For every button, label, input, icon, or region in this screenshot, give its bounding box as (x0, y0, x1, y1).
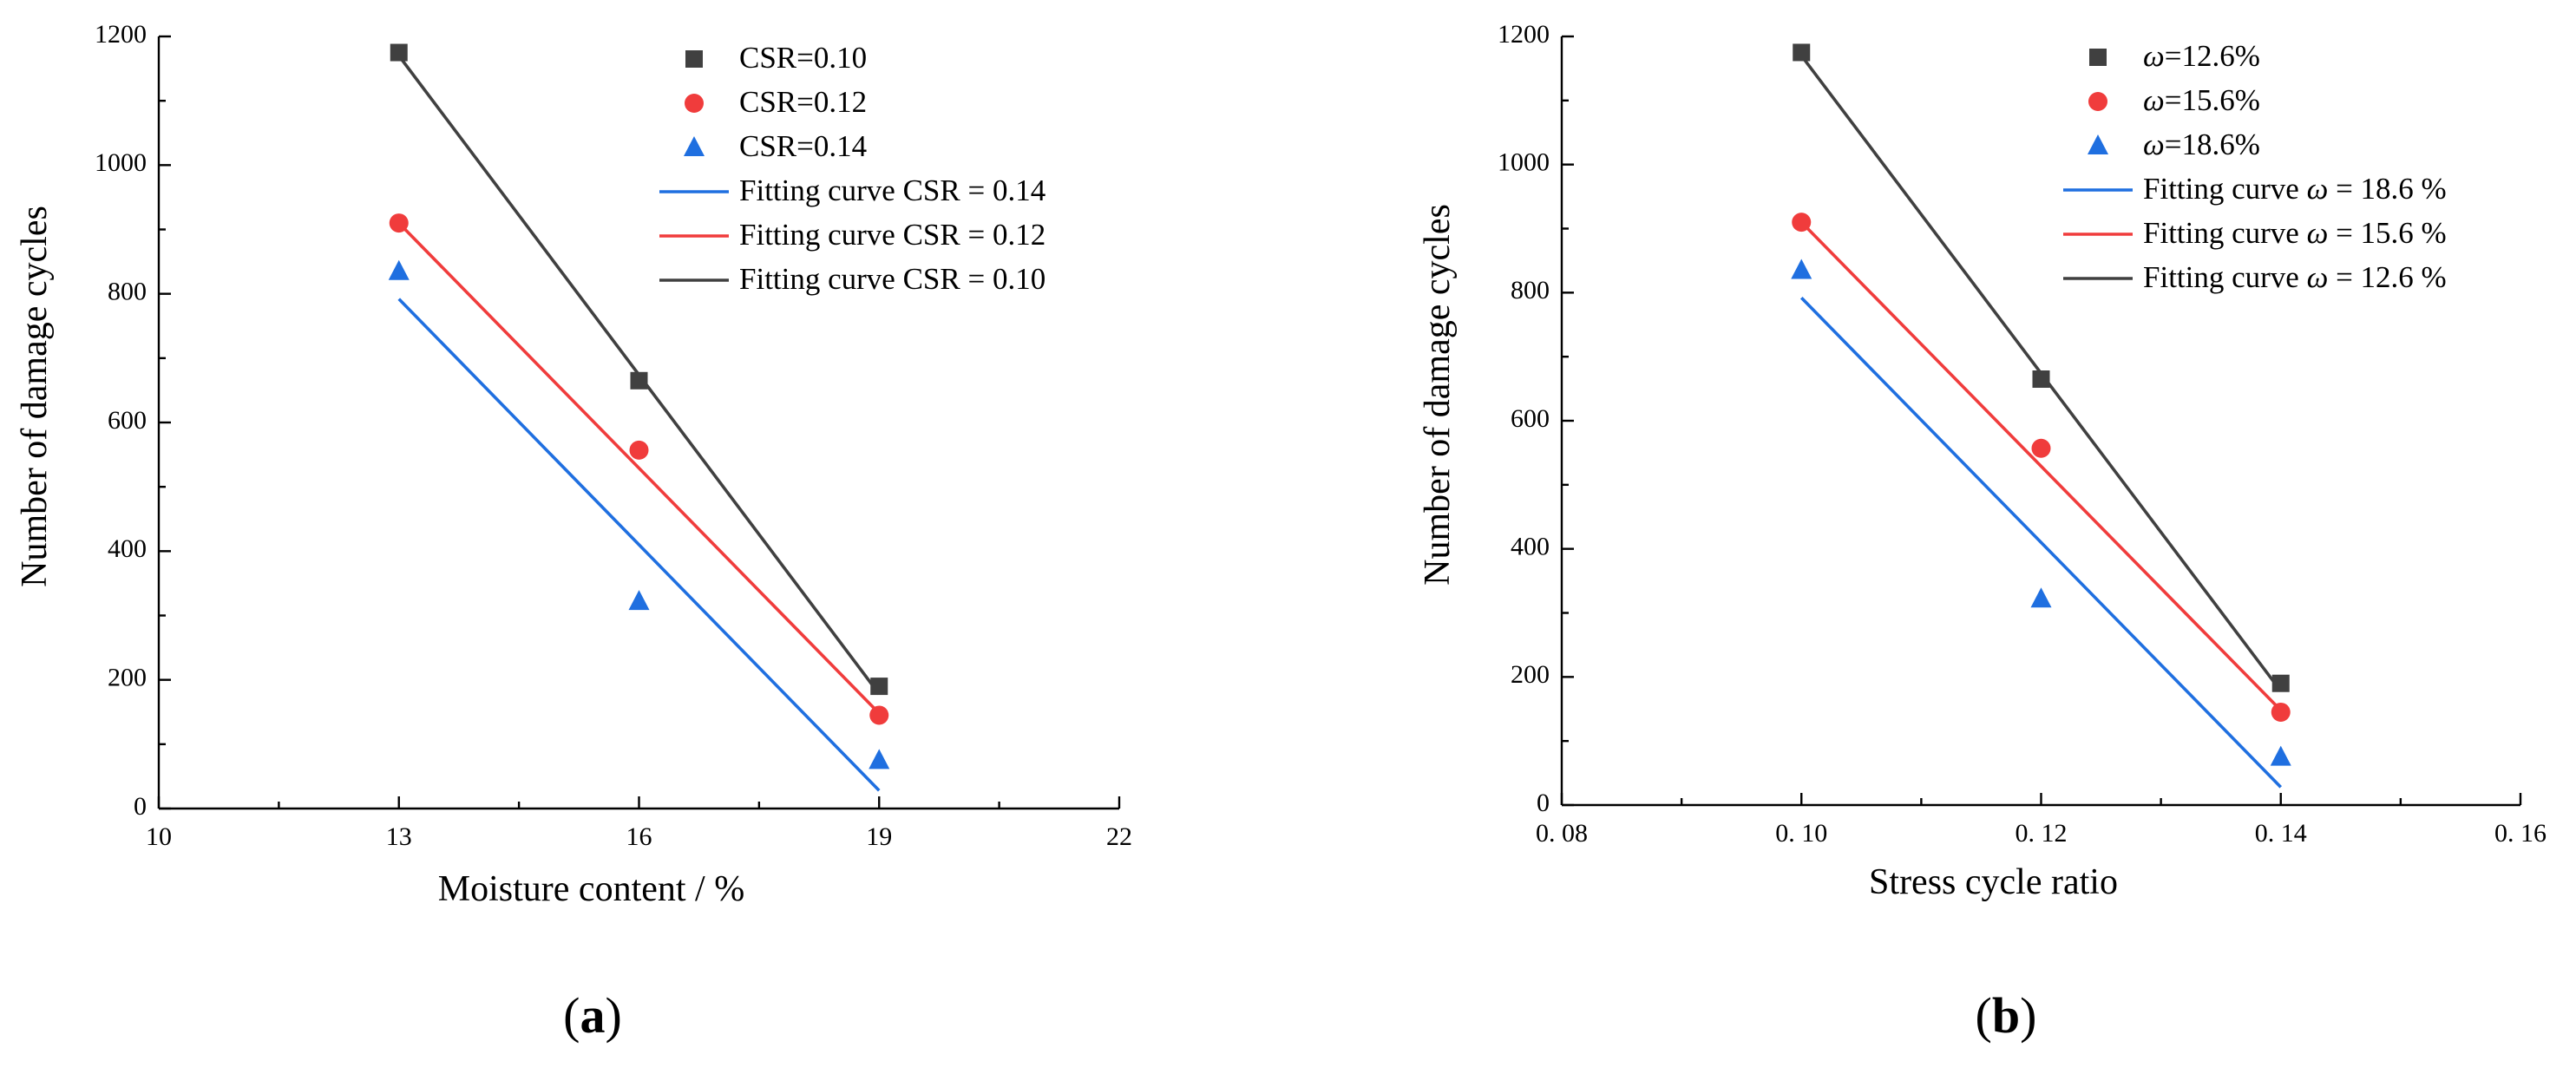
y-tick-label: 600 (108, 406, 147, 435)
data-point (2270, 745, 2291, 766)
legend-label: ω=12.6% (2143, 39, 2260, 73)
data-point (2031, 438, 2051, 458)
legend-label: ω=15.6% (2143, 83, 2260, 117)
x-tick-label: 10 (146, 822, 172, 851)
legend-marker (2089, 49, 2107, 66)
y-tick-label: 0 (134, 792, 147, 821)
y-tick-label: 400 (108, 534, 147, 563)
x-tick-label: 13 (386, 822, 412, 851)
fit-line (1799, 220, 2283, 711)
x-axis-title: Moisture content / % (438, 869, 744, 909)
legend-label: ω=18.6% (2143, 128, 2260, 161)
fit-line (1799, 296, 2283, 789)
legend-label: CSR=0.14 (739, 129, 867, 163)
data-point (1793, 43, 1811, 62)
panel-label: (b) (1976, 987, 2037, 1044)
legend-label: Fitting curve ω = 12.6 % (2143, 260, 2447, 294)
fit-line (397, 298, 881, 792)
x-tick-label: 19 (866, 822, 892, 851)
data-point (870, 678, 888, 696)
data-point (2030, 587, 2052, 608)
x-axis-title: Stress cycle ratio (1869, 862, 2118, 902)
data-point (629, 440, 649, 460)
y-axis-title: Number of damage cycles (1418, 204, 1458, 586)
y-tick-label: 1000 (1498, 148, 1550, 177)
y-tick-label: 0 (1537, 789, 1550, 817)
y-tick-label: 600 (1511, 404, 1550, 433)
y-tick-label: 200 (1511, 660, 1550, 689)
chart-panel-a: 0 200 400 600 800 1000 1200 10 13 16 19 22 Moisture … (15, 20, 1132, 1044)
legend: CSR=0.10 CSR=0.12 CSR=0.14 Fitting curve CS… (659, 41, 1045, 296)
y-tick-label: 1000 (95, 148, 147, 177)
data-point (388, 259, 410, 280)
legend-label: Fitting curve CSR = 0.12 (739, 218, 1045, 252)
x-tick-label: 22 (1106, 822, 1132, 851)
data-point (2271, 674, 2290, 692)
y-tick-label: 200 (108, 664, 147, 692)
legend-label: Fitting curve ω = 18.6 % (2143, 172, 2447, 206)
legend-marker (2088, 92, 2107, 111)
legend-label: Fitting curve CSR = 0.10 (739, 262, 1045, 296)
data-point (2271, 702, 2291, 722)
x-tick-label: 0. 08 (1536, 819, 1588, 848)
data-point (389, 213, 409, 233)
legend-label: CSR=0.12 (739, 85, 867, 119)
y-tick-label: 1200 (1498, 20, 1550, 49)
data-point (868, 749, 890, 769)
x-tick-label: 0. 16 (2494, 819, 2547, 848)
legend-marker (2088, 134, 2108, 154)
x-tick-label: 16 (626, 822, 652, 851)
data-point (2032, 370, 2050, 389)
chart-panel-b: 0 200 400 600 800 1000 1200 0. 08 0. 10 0. 12 0. 1… (1418, 20, 2547, 1044)
data-point (1792, 213, 1812, 232)
legend-marker (685, 50, 703, 68)
data-point (628, 590, 650, 611)
data-point (390, 43, 408, 62)
y-tick-label: 400 (1511, 533, 1550, 561)
y-axis-title: Number of damage cycles (15, 206, 55, 587)
legend: ω=12.6% ω=15.6% ω=18.6% Fitting curve ω = 1… (2063, 39, 2447, 294)
y-tick-label: 1200 (95, 20, 147, 49)
legend-label: CSR=0.10 (739, 41, 867, 75)
y-tick-label: 800 (108, 278, 147, 306)
legend-label: Fitting curve CSR = 0.14 (739, 174, 1045, 207)
data-point (1791, 259, 1812, 279)
panel-label: (a) (563, 987, 622, 1044)
legend-marker (685, 94, 704, 113)
x-tick-label: 0. 10 (1775, 819, 1827, 848)
x-tick-label: 0. 12 (2016, 819, 2068, 848)
fit-line (397, 221, 881, 715)
data-point (630, 371, 648, 390)
y-tick-label: 800 (1511, 276, 1550, 304)
legend-marker (684, 136, 705, 156)
x-tick-label: 0. 14 (2255, 819, 2307, 848)
data-point (869, 705, 889, 725)
legend-label: Fitting curve ω = 15.6 % (2143, 216, 2447, 250)
